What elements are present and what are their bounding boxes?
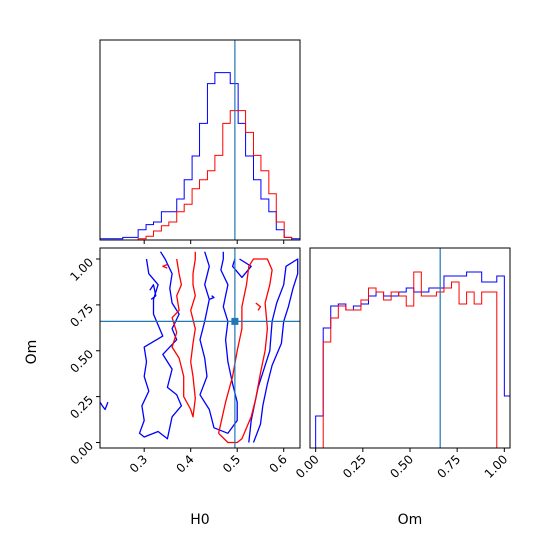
om-x-tick-label: 1.00 bbox=[482, 452, 511, 481]
om-x-tick-label: 0.25 bbox=[340, 452, 369, 481]
om-y-tick-label: 0.50 bbox=[67, 347, 96, 376]
h0-x-tick-label: 0.3 bbox=[127, 452, 150, 475]
om-y-tick-label: 0.25 bbox=[67, 393, 96, 422]
contour-series-1-line-2 bbox=[217, 258, 273, 444]
h0-histogram-series-1 bbox=[100, 110, 300, 241]
om-histogram-series-0 bbox=[315, 271, 511, 448]
om-histogram-series-1 bbox=[315, 271, 505, 449]
om-y-tick-label: 0.00 bbox=[67, 439, 96, 468]
contour-series-1-line-3 bbox=[255, 302, 262, 311]
om-x-tick-label: 0.50 bbox=[387, 452, 416, 481]
contour-series-0-line-6 bbox=[209, 295, 215, 301]
om-x-tick-label: 0.75 bbox=[434, 452, 463, 481]
om-vs-h0-panel: 0.3 0.4 0.5 0.6 0.00 0.25 0.50 0.75 1.00 bbox=[67, 247, 301, 476]
contour-series-0-line-4 bbox=[231, 258, 252, 279]
contour-series-0-line-1 bbox=[100, 401, 109, 411]
h0-axis-label: H0 bbox=[190, 512, 209, 528]
contour-series-0-line-3 bbox=[199, 251, 238, 434]
contour-layer bbox=[100, 251, 299, 444]
h0-histogram-series-0 bbox=[99, 72, 301, 240]
om-marginal-frame bbox=[309, 247, 511, 449]
contour-series-0-line-2 bbox=[149, 284, 157, 300]
h0-marginal-panel bbox=[99, 39, 301, 244]
h0-x-tick-label: 0.4 bbox=[173, 452, 196, 475]
om-y-tick-label: 0.75 bbox=[67, 301, 96, 330]
truth-marker bbox=[231, 317, 239, 325]
h0-x-tick-label: 0.5 bbox=[220, 452, 243, 475]
om-x-tick-label: 0.00 bbox=[293, 452, 322, 481]
contour-series-1-line-0 bbox=[171, 251, 196, 418]
contour-series-0-line-0 bbox=[138, 251, 183, 440]
om-axis-label-bottom: Om bbox=[398, 512, 423, 528]
joint-panel-frame bbox=[99, 247, 301, 449]
contour-series-0-line-5 bbox=[248, 258, 299, 443]
h0-marginal-frame bbox=[99, 39, 301, 241]
h0-x-tick-label: 0.6 bbox=[266, 452, 289, 475]
om-y-tick-label: 1.00 bbox=[67, 255, 96, 284]
om-axis-label-left: Om bbox=[24, 340, 40, 365]
om-marginal-panel: 0.00 0.25 0.50 0.75 1.00 bbox=[293, 247, 511, 481]
contour-series-1-line-1 bbox=[162, 263, 168, 269]
